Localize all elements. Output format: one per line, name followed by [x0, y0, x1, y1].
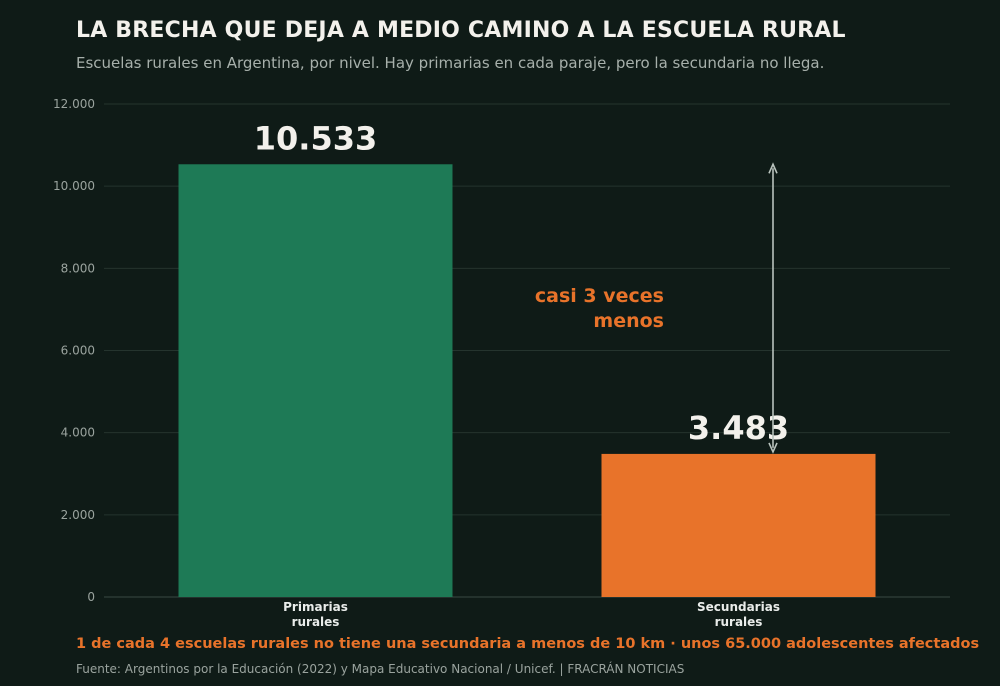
gap-annotation: casi 3 veces menos [535, 162, 778, 454]
chart-title: LA BRECHA QUE DEJA A MEDIO CAMINO A LA E… [76, 18, 846, 43]
data-label: 10.533 [254, 119, 377, 157]
bar [178, 164, 453, 597]
y-tick-label: 4.000 [61, 426, 95, 440]
footnote: 1 de cada 4 escuelas rurales no tiene un… [76, 636, 980, 652]
y-tick-label: 0 [87, 590, 95, 604]
arrow-head-down [768, 442, 778, 454]
x-tick-label: Primarias [283, 600, 348, 614]
x-tick-label: rurales [715, 615, 763, 629]
annotation-text: casi 3 veces [535, 285, 664, 307]
y-tick-label: 2.000 [61, 508, 95, 522]
y-tick-label: 8.000 [61, 261, 95, 275]
bar [601, 453, 876, 597]
annotation-text: menos [593, 310, 664, 332]
chart-subtitle: Escuelas rurales en Argentina, por nivel… [76, 54, 825, 72]
source-credit: Fuente: Argentinos por la Educación (202… [76, 662, 685, 676]
x-tick-label: Secundarias [697, 600, 780, 614]
arrow-head-up [768, 162, 778, 174]
y-axis: 0 2.000 4.000 6.000 8.000 10.000 12.000 [53, 97, 95, 604]
bars [178, 164, 876, 597]
data-label: 3.483 [688, 409, 789, 447]
y-tick-label: 6.000 [61, 344, 95, 358]
y-tick-label: 10.000 [53, 179, 95, 193]
x-tick-label: rurales [292, 615, 340, 629]
y-tick-label: 12.000 [53, 97, 95, 111]
